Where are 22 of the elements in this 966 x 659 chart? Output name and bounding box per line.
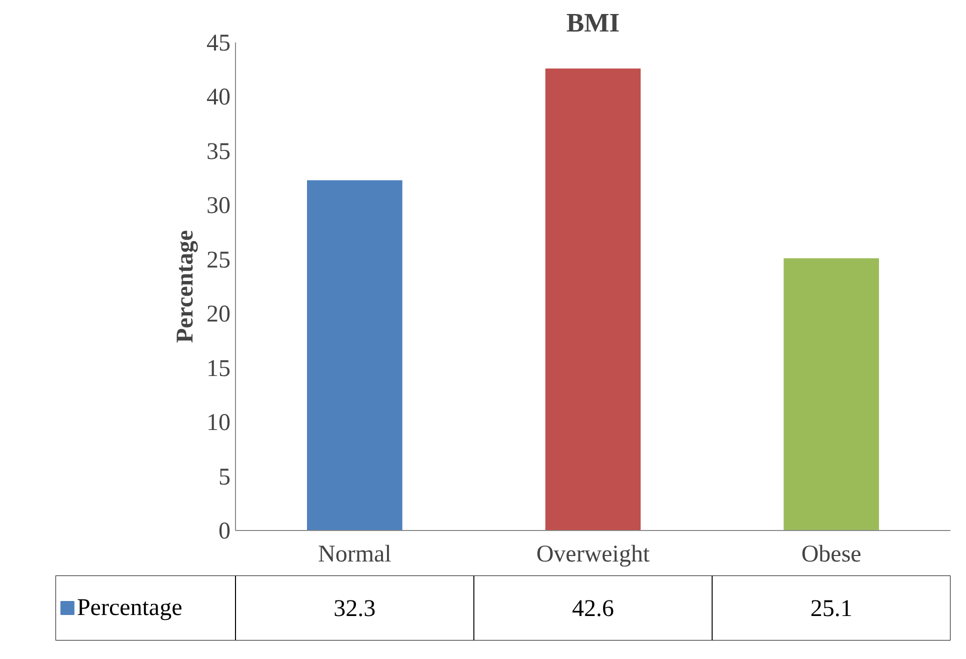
data-label: 42.6 <box>572 596 614 622</box>
y-tick-label: 40 <box>206 84 230 111</box>
y-tick-label: 10 <box>206 410 230 436</box>
y-tick-label: 35 <box>206 138 230 165</box>
legend-label: Percentage <box>76 595 182 621</box>
y-tick-label: 20 <box>206 302 230 328</box>
y-tick-label: 25 <box>206 247 230 274</box>
y-tick-label: 30 <box>206 193 230 220</box>
data-label: 25.1 <box>810 596 852 622</box>
y-tick-label: 0 <box>218 518 230 544</box>
bar <box>307 180 402 530</box>
y-tick-label: 45 <box>206 30 230 56</box>
y-axis-title: Percentage <box>172 230 198 343</box>
chart-title: BMI <box>566 8 620 38</box>
bar <box>784 258 879 530</box>
x-tick-label: Normal <box>318 542 392 568</box>
data-label: 32.3 <box>334 596 376 622</box>
x-tick-label: Obese <box>801 542 862 568</box>
y-tick-label: 5 <box>218 464 230 490</box>
x-tick-label: Overweight <box>536 542 650 568</box>
y-tick-label: 15 <box>206 356 230 382</box>
bar <box>545 68 641 530</box>
